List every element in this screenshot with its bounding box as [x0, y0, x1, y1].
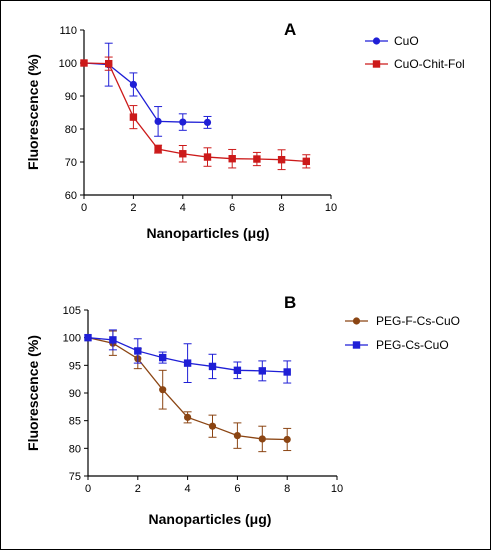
y-tick-label-b: 80: [69, 443, 81, 455]
data-point-b-1: [84, 333, 92, 342]
x-tick-label-b: 0: [85, 483, 91, 495]
data-point-a-1: [105, 59, 113, 68]
y-tick-label-a: 110: [59, 25, 77, 37]
data-point-b-1: [283, 368, 291, 376]
data-point-b-1: [109, 336, 117, 344]
data-point-a-1: [228, 155, 236, 163]
legend-item-a-1: CuO-Chit-Fol: [365, 57, 465, 71]
legend-marker-b-1: [352, 341, 361, 349]
chart-panel-a: A Nanoparticles (μg) Fluorescence (%) Cu…: [25, 20, 465, 241]
data-point-a-1: [129, 113, 138, 121]
y-tick-label-a: 100: [59, 58, 77, 70]
data-point-b-0: [208, 422, 217, 430]
legend-label-a-1: CuO-Chit-Fol: [394, 57, 465, 71]
x-tick-label-b: 6: [234, 483, 240, 495]
series-line-a-1: [83, 62, 307, 162]
x-tick-label-a: 4: [180, 202, 186, 214]
data-point-b-1: [183, 359, 192, 367]
legend-item-b-0: PEG-F-Cs-CuO: [345, 314, 460, 328]
data-point-b-1: [208, 362, 217, 371]
y-tick-label-a: 60: [65, 190, 77, 202]
legend-marker-a-0: [372, 37, 381, 45]
legend-label-b-0: PEG-F-Cs-CuO: [376, 314, 460, 328]
data-point-b-0: [283, 435, 291, 444]
data-point-a-0: [179, 118, 187, 126]
data-point-a-1: [253, 155, 261, 163]
data-point-a-1: [179, 150, 187, 158]
data-point-b-1: [159, 353, 167, 362]
data-point-a-1: [277, 155, 286, 164]
legend-marker-a-1: [372, 60, 381, 68]
data-point-a-1: [154, 145, 162, 153]
data-point-a-1: [80, 59, 88, 67]
y-axis-label-a: Fluorescence (%): [25, 54, 41, 170]
y-tick-label-b: 85: [69, 416, 81, 428]
data-point-b-1: [134, 347, 142, 355]
x-tick-label-a: 6: [229, 202, 235, 214]
legend-label-a-0: CuO: [394, 34, 419, 48]
x-tick-label-b: 8: [284, 483, 290, 495]
x-tick-label-b: 10: [331, 483, 343, 495]
y-tick-label-a: 80: [65, 124, 77, 136]
x-tick-label-a: 8: [279, 202, 285, 214]
x-axis-label-a: Nanoparticles (μg): [147, 225, 270, 241]
y-tick-label-a: 70: [65, 157, 77, 169]
panel-label-a: A: [284, 20, 296, 39]
data-point-b-0: [184, 413, 192, 421]
x-tick-label-a: 10: [325, 202, 337, 214]
data-point-a-1: [203, 153, 212, 161]
data-point-b-1: [258, 367, 266, 375]
data-point-a-0: [203, 118, 212, 126]
legend-a: CuO CuO-Chit-Fol: [365, 34, 465, 71]
legend-label-b-1: PEG-Cs-CuO: [376, 338, 449, 352]
data-point-a-0: [154, 117, 162, 126]
data-point-b-0: [233, 432, 241, 440]
x-tick-label-b: 4: [185, 483, 191, 495]
data-point-b-0: [159, 386, 167, 394]
x-tick-label-a: 2: [130, 202, 136, 214]
y-axis-label-b: Fluorescence (%): [25, 335, 41, 451]
chart-panel-b: B Nanoparticles (μg) Fluorescence (%) PE…: [25, 293, 460, 527]
panel-label-b: B: [284, 293, 296, 312]
x-axis-label-b: Nanoparticles (μg): [149, 511, 272, 527]
data-point-a-0: [129, 80, 137, 89]
legend-item-a-0: CuO: [365, 34, 419, 48]
y-tick-label-b: 105: [63, 305, 81, 317]
y-tick-label-b: 90: [69, 388, 81, 400]
x-tick-label-b: 2: [135, 483, 141, 495]
y-tick-label-b: 95: [69, 360, 81, 372]
x-tick-label-a: 0: [81, 202, 87, 214]
legend-b: PEG-F-Cs-CuO PEG-Cs-CuO: [345, 314, 460, 352]
legend-marker-b-0: [352, 317, 361, 325]
legend-item-b-1: PEG-Cs-CuO: [345, 338, 449, 352]
series-line-a-0: [83, 62, 208, 124]
data-point-a-1: [302, 157, 310, 166]
data-point-b-1: [233, 366, 242, 375]
data-point-b-0: [258, 435, 266, 443]
y-tick-label-a: 90: [65, 91, 77, 103]
y-tick-label-b: 75: [69, 471, 81, 483]
y-tick-label-b: 100: [63, 333, 81, 345]
